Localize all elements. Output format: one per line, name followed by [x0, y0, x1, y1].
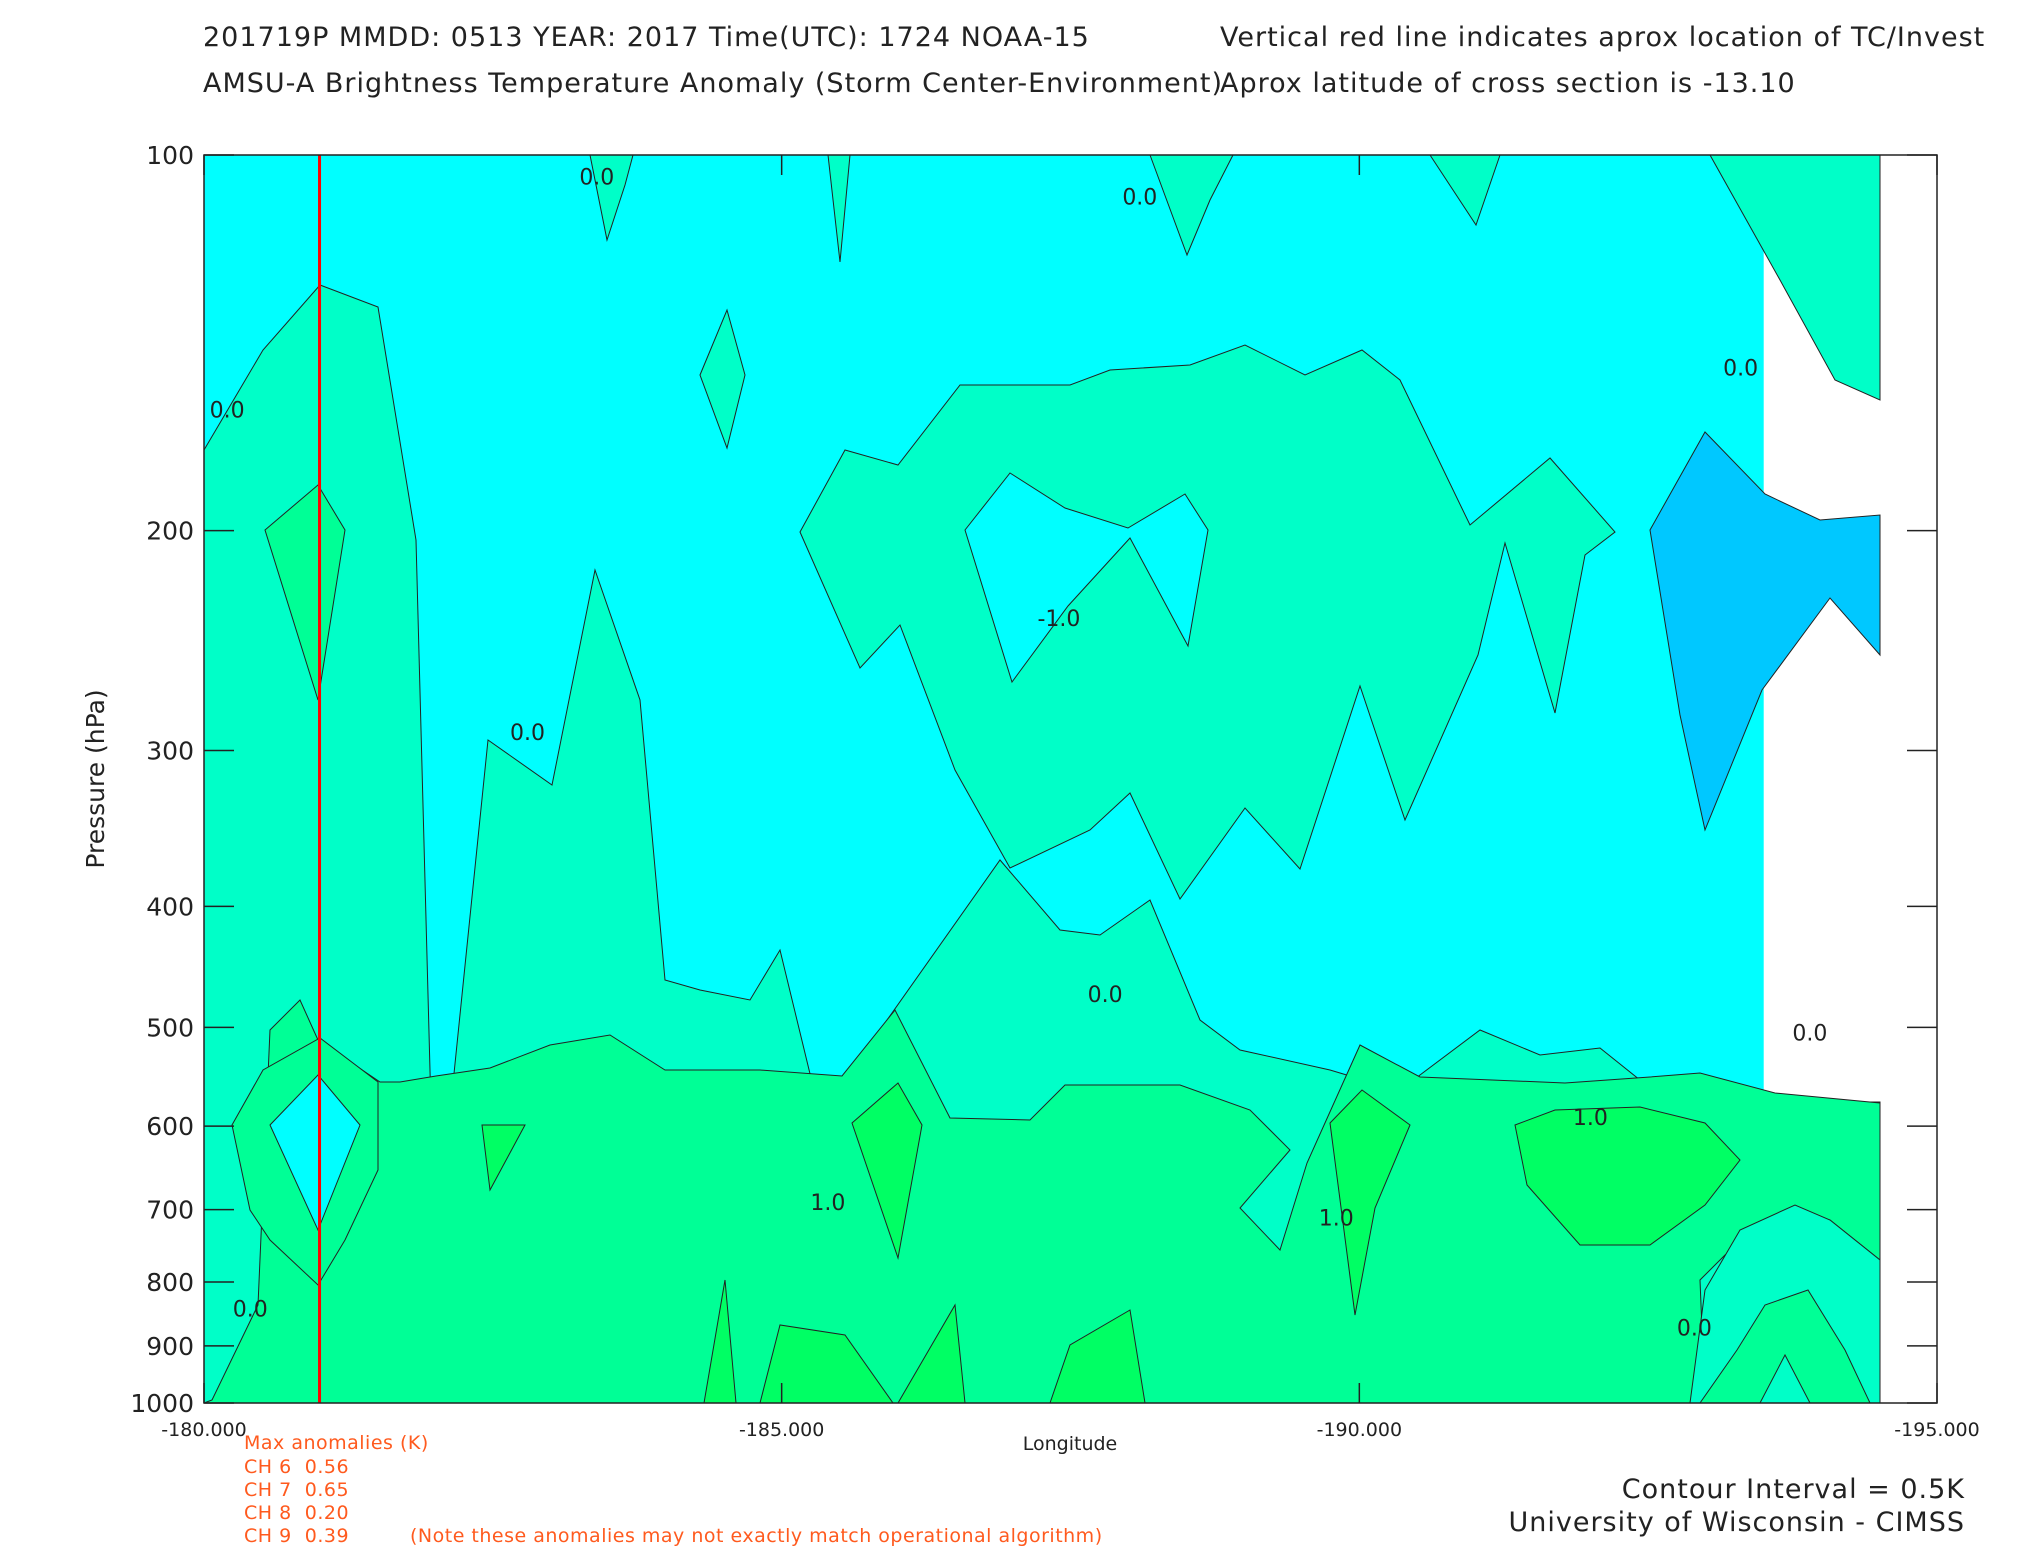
contour-label: -1.0 — [1037, 607, 1080, 632]
contour-labels: 0.0 0.0 0.0 0.0 -1.0 0.0 0.0 0.0 1.0 1.0 1.0 0.0 0.0 — [210, 165, 1828, 1342]
plot-frame — [203, 154, 1938, 1404]
contour-interval-label: Contour Interval = 0.5K — [1621, 1474, 1965, 1505]
plot-fill-layer — [203, 154, 1881, 1404]
anomaly-title: Max anomalies (K) — [244, 1432, 429, 1454]
region-level-neg-0-5-left-hole — [269, 1074, 361, 1232]
anomaly-ch9: CH 9 0.39 — [244, 1525, 350, 1547]
y-axis-label: Pressure (hPa) — [81, 689, 110, 868]
contour-label: 1.0 — [1573, 1106, 1608, 1131]
region-level-0-5 — [203, 999, 1881, 1404]
y-tick-label: 800 — [146, 1268, 194, 1297]
region-level-1-0-a — [481, 1124, 526, 1192]
contour-label: 1.0 — [810, 1191, 845, 1216]
axis-ticks — [203, 154, 1938, 1404]
contour-label: 0.0 — [1792, 1022, 1827, 1047]
anomaly-ch6: CH 6 0.56 — [244, 1456, 350, 1478]
contour-label: 0.0 — [510, 721, 545, 746]
y-tick-label: 200 — [146, 517, 194, 546]
contour-label: 1.0 — [1319, 1206, 1354, 1231]
header-line1-right: Vertical red line indicates aprox locati… — [1220, 22, 1986, 53]
y-tick-labels: 100 200 300 400 500 600 700 800 900 1000 — [130, 141, 194, 1418]
y-tick-label: 900 — [146, 1332, 194, 1361]
y-tick-label: 400 — [146, 892, 194, 921]
region-level-0-0-diamond — [699, 308, 746, 450]
x-tick-label: -180.000 — [161, 1419, 246, 1441]
y-tick-label: 100 — [146, 141, 194, 170]
contour-label: 0.0 — [1122, 186, 1157, 211]
contour-label: 0.0 — [233, 1298, 268, 1323]
contour-label: 0.0 — [579, 165, 614, 190]
credit-label: University of Wisconsin - CIMSS — [1508, 1507, 1965, 1538]
anomaly-ch7: CH 7 0.65 — [244, 1479, 350, 1501]
header-line2-right: Aprox latitude of cross section is -13.1… — [1220, 68, 1796, 99]
x-tick-label: -185.000 — [739, 1419, 824, 1441]
region-level-1-0-b — [851, 1082, 923, 1260]
x-tick-labels: -180.000 -185.000 -190.000 -195.000 — [161, 1419, 1979, 1441]
y-tick-label: 1000 — [130, 1389, 194, 1418]
y-tick-label: 300 — [146, 736, 194, 765]
anomaly-note: (Note these anomalies may not exactly ma… — [410, 1525, 1103, 1547]
x-axis-label: Longitude — [1023, 1433, 1118, 1455]
y-tick-label: 600 — [146, 1112, 194, 1141]
contour-label: 0.0 — [1677, 1317, 1712, 1342]
x-tick-label: -190.000 — [1317, 1419, 1402, 1441]
contour-label: 0.0 — [210, 399, 245, 424]
region-level-neg-1-0 — [1649, 431, 1881, 832]
header-line2-left: AMSU-A Brightness Temperature Anomaly (S… — [203, 68, 1224, 99]
header-line1-left: 201719P MMDD: 0513 YEAR: 2017 Time(UTC):… — [203, 22, 1090, 53]
contour-label: 0.0 — [1088, 983, 1123, 1008]
region-level-1-0-d — [1514, 1106, 1741, 1246]
region-level-1-0-c — [1329, 1089, 1411, 1316]
contour-label: 0.0 — [1723, 356, 1758, 381]
x-tick-label: -195.000 — [1894, 1419, 1979, 1441]
y-tick-label: 500 — [146, 1013, 194, 1042]
anomaly-ch8: CH 8 0.20 — [244, 1502, 350, 1524]
y-tick-label: 700 — [146, 1196, 194, 1225]
region-level-0-5-left-upper — [264, 484, 346, 701]
region-level-neg-0-5-ring-hole — [964, 472, 1209, 684]
